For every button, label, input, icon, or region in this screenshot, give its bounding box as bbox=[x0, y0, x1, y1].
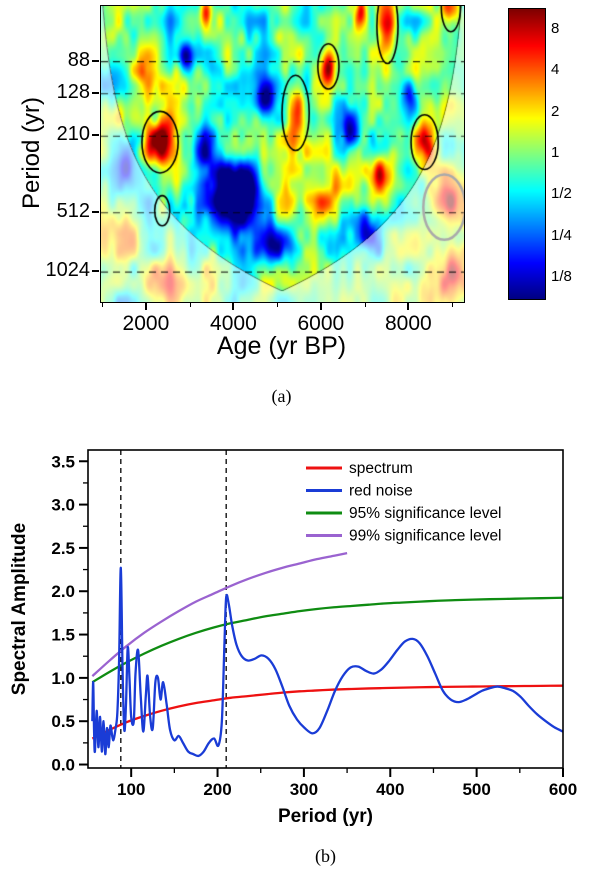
x-tick-mark bbox=[319, 303, 322, 310]
colorbar-tick-label: 1 bbox=[551, 144, 560, 161]
series-spectrum bbox=[91, 684, 563, 740]
y-tick-label: 128 bbox=[56, 80, 90, 103]
x-tick-mark bbox=[407, 303, 410, 310]
y-tick-label: 512 bbox=[56, 199, 90, 222]
series-95-significance-level bbox=[91, 596, 563, 684]
y-tick-mark bbox=[92, 91, 99, 94]
y-axis-title-b: Spectral Amplitude bbox=[0, 450, 40, 768]
colorbar-tick-label: 8 bbox=[551, 19, 560, 37]
x-tick-mark bbox=[144, 303, 147, 310]
y-axis-title-a-text: Period (yr) bbox=[18, 96, 45, 210]
y-axis-title-b-text: Spectral Amplitude bbox=[9, 522, 31, 696]
y-tick-label: 0.5 bbox=[51, 712, 75, 731]
y-tick-label: 1024 bbox=[45, 259, 91, 282]
x-tick-label: 4000 bbox=[210, 312, 257, 335]
y-tick-label: 3.5 bbox=[51, 452, 75, 471]
panel-b-caption: (b) bbox=[315, 846, 336, 866]
x-minor-tick-mark bbox=[189, 303, 191, 307]
x-tick-label: 500 bbox=[462, 780, 490, 799]
colorbar-tick-label: 2 bbox=[551, 102, 560, 120]
legend-label-2: red noise bbox=[349, 483, 413, 500]
legend-label-4: 99% significance level bbox=[349, 528, 502, 545]
colorbar-tick-label: 4 bbox=[551, 61, 560, 79]
y-tick-mark bbox=[92, 59, 99, 62]
panel-a-caption: (a) bbox=[271, 386, 292, 406]
x-tick-mark bbox=[232, 303, 235, 310]
x-tick-label: 8000 bbox=[384, 312, 432, 335]
y-tick-label: 2.0 bbox=[51, 582, 75, 601]
y-tick-label: 2.5 bbox=[51, 539, 75, 558]
y-tick-label: 3.0 bbox=[51, 496, 75, 515]
y-tick-label: 1.5 bbox=[51, 626, 75, 645]
x-tick-label: 2000 bbox=[122, 312, 170, 335]
x-tick-label: 300 bbox=[290, 780, 318, 799]
x-tick-label: 400 bbox=[376, 780, 404, 799]
y-tick-label: 1.0 bbox=[51, 669, 75, 688]
y-tick-label: 88 bbox=[67, 48, 90, 71]
wavelet-panel: Period (yr) 88 128 210 512 1024 2000 4000 6000 8… bbox=[18, 5, 572, 406]
y-tick-label: 0.0 bbox=[51, 756, 75, 775]
series-red-noise bbox=[91, 566, 563, 758]
wavelet-heatmap bbox=[100, 5, 465, 303]
x-axis-title-a: Age (yr BP) bbox=[216, 332, 347, 360]
spectrum-panel: 100 200 300 400 500 600 0.0 0.5 1.0 1.5 2.0 2.5 3.0 3… bbox=[0, 440, 600, 871]
x-minor-tick-mark bbox=[452, 303, 454, 307]
colorbar-tick-label: 1/2 bbox=[551, 185, 572, 203]
colorbar bbox=[508, 8, 546, 300]
plot-border bbox=[87, 449, 564, 769]
y-tick-mark bbox=[92, 134, 99, 137]
x-minor-tick-mark bbox=[364, 303, 366, 307]
x-minor-tick-mark bbox=[277, 303, 279, 307]
x-tick-label: 100 bbox=[117, 780, 145, 799]
y-tick-mark bbox=[92, 270, 99, 273]
x-tick-label: 200 bbox=[203, 780, 231, 799]
x-axis-title-b: Period (yr) bbox=[277, 806, 374, 827]
series-99-significance-level bbox=[91, 551, 348, 678]
legend-label-3: 95% significance level bbox=[349, 505, 502, 522]
x-tick-label: 6000 bbox=[297, 312, 345, 335]
y-tick-mark bbox=[92, 210, 99, 213]
spectrum-svg: 100 200 300 400 500 600 0.0 0.5 1.0 1.5 2.0 2.5 3.0 3… bbox=[51, 449, 577, 799]
colorbar-tick-label: 1/4 bbox=[551, 226, 572, 244]
x-tick-label: 600 bbox=[549, 780, 577, 799]
colorbar-tick-label: 1/8 bbox=[551, 268, 572, 286]
legend-label-1: spectrum bbox=[349, 460, 413, 477]
x-minor-tick-mark bbox=[102, 303, 104, 307]
y-tick-label: 210 bbox=[56, 123, 90, 146]
